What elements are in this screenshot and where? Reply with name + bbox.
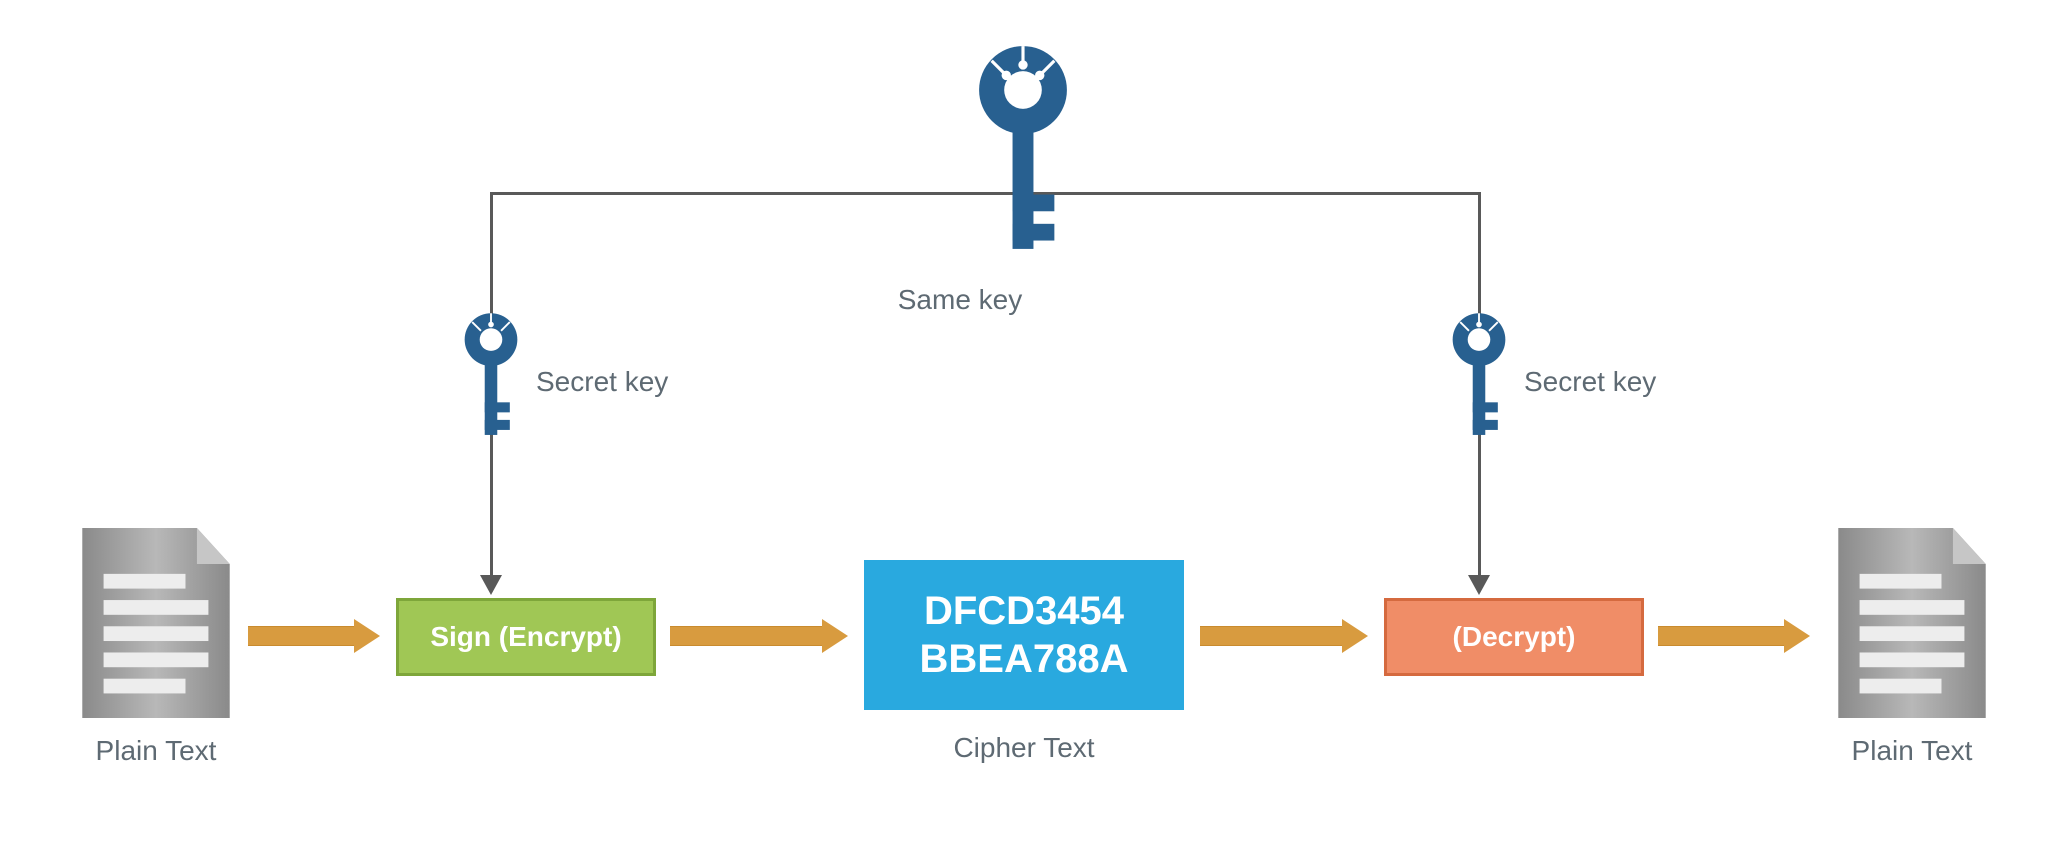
secret-key-right-label: Secret key bbox=[1524, 366, 1656, 398]
connector-right-arrowhead bbox=[1468, 575, 1490, 595]
plain-text-left: Plain Text bbox=[74, 528, 238, 767]
big-key-icon bbox=[958, 44, 1088, 279]
decrypt-box: (Decrypt) bbox=[1384, 598, 1644, 676]
same-key-label: Same key bbox=[860, 284, 1060, 316]
encrypt-box: Sign (Encrypt) bbox=[396, 598, 656, 676]
decrypt-label: (Decrypt) bbox=[1453, 621, 1576, 653]
small-key-right-icon bbox=[1441, 312, 1517, 455]
cipher-line1: DFCD3454 bbox=[924, 587, 1124, 635]
document-icon bbox=[1830, 528, 1994, 718]
document-icon bbox=[74, 528, 238, 718]
cipher-line2: BBEA788A bbox=[920, 635, 1129, 683]
cipher-caption: Cipher Text bbox=[864, 732, 1184, 764]
cipher-box: DFCD3454 BBEA788A bbox=[864, 560, 1184, 710]
small-key-left-icon bbox=[453, 312, 529, 455]
diagram-canvas: Same key Secret key bbox=[0, 0, 2048, 854]
connector-left-arrowhead bbox=[480, 575, 502, 595]
plain-text-left-label: Plain Text bbox=[74, 735, 238, 767]
encrypt-label: Sign (Encrypt) bbox=[430, 621, 621, 653]
plain-text-right: Plain Text bbox=[1830, 528, 1994, 767]
plain-text-right-label: Plain Text bbox=[1830, 735, 1994, 767]
secret-key-left-label: Secret key bbox=[536, 366, 668, 398]
